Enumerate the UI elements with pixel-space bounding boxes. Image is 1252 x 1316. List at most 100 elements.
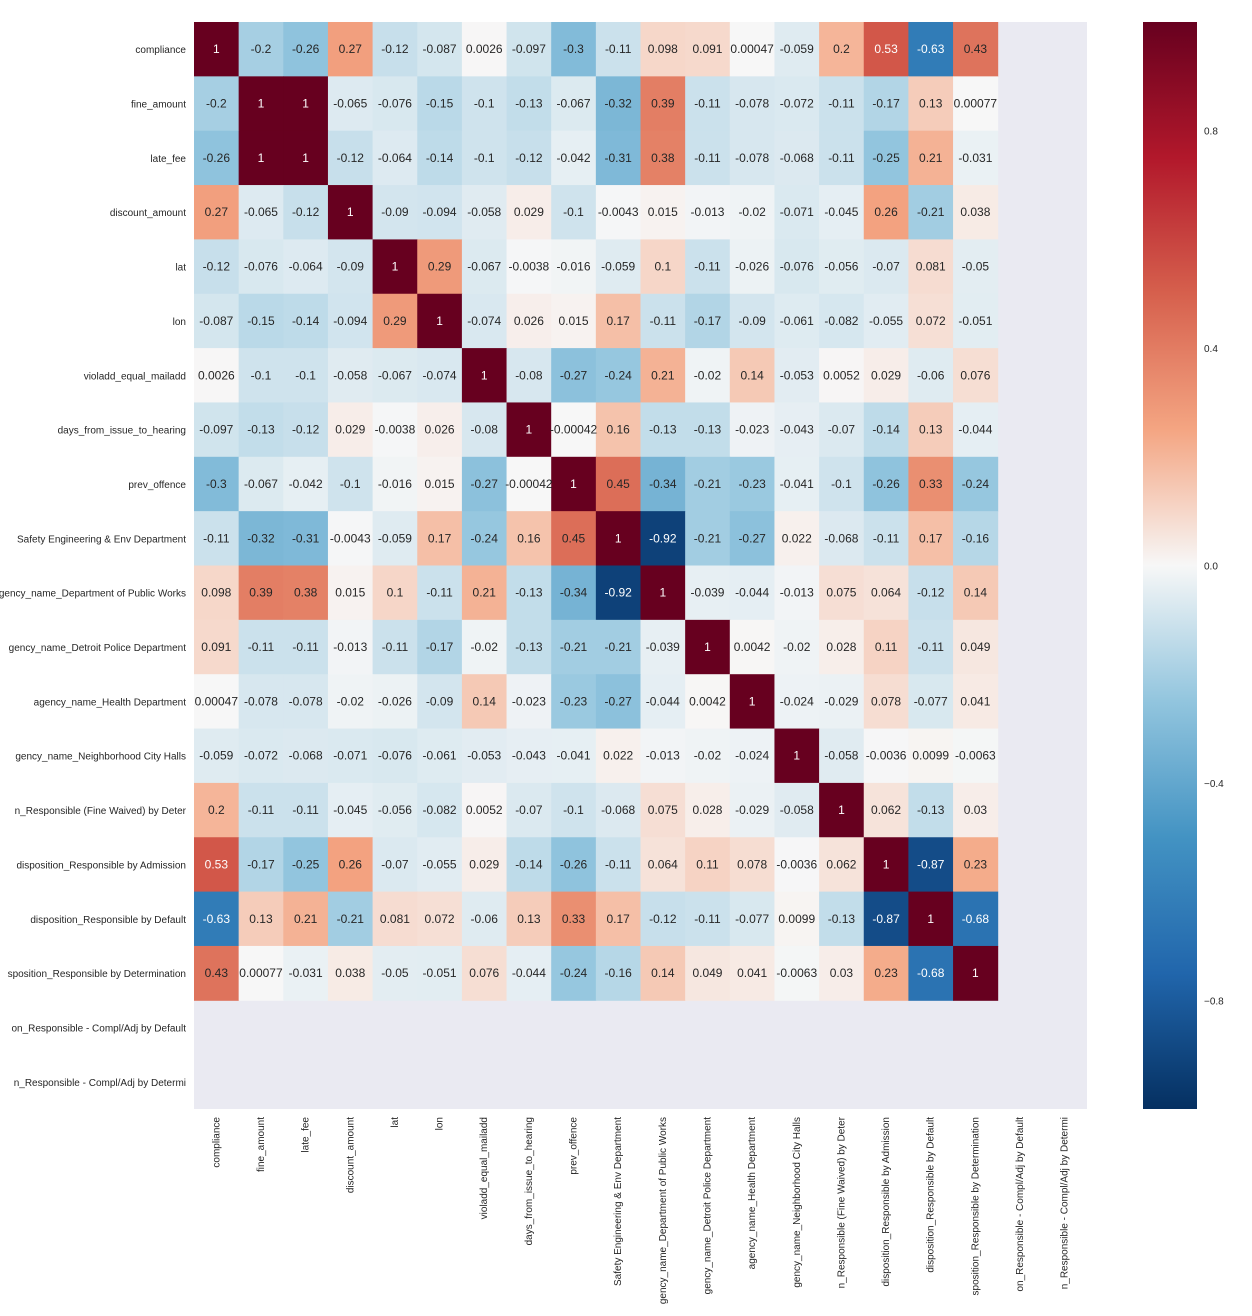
cell-value-label: 0.091: [692, 42, 722, 56]
heatmap-cell: [283, 674, 329, 730]
heatmap-cell: [194, 130, 240, 186]
heatmap-cell: [819, 728, 865, 784]
heatmap-cell: [953, 348, 999, 403]
heatmap-cell: [819, 130, 865, 186]
heatmap-cell: [551, 130, 597, 186]
heatmap-cell: [194, 837, 240, 893]
heatmap-cell: [551, 402, 597, 458]
cell-value-label: -0.058: [824, 749, 858, 763]
x-tick-label: prev_offence: [569, 1117, 580, 1175]
heatmap-cell: [863, 674, 909, 730]
x-tick-label: violadd_equal_mailadd: [479, 1117, 490, 1219]
cell-value-label: -0.043: [512, 749, 546, 763]
cell-value-label: 0.049: [692, 966, 722, 980]
cell-value-label: 0.11: [696, 857, 719, 871]
heatmap-cell: [283, 945, 329, 1001]
cell-value-label: 1: [258, 151, 265, 165]
heatmap-cell: [372, 674, 418, 730]
heatmap-cell: [461, 728, 508, 784]
cell-value-label: 0.43: [964, 42, 988, 56]
heatmap-cell: [506, 402, 552, 458]
heatmap-cell: [194, 891, 240, 947]
heatmap-cell: [595, 728, 641, 784]
cell-value-label: 0.27: [205, 205, 229, 219]
heatmap-cell: [685, 565, 731, 621]
cell-value-label: -0.87: [872, 912, 900, 926]
cell-value-label: -0.031: [289, 966, 323, 980]
heatmap-cell: [908, 348, 954, 403]
heatmap-cell: [327, 782, 374, 838]
x-tick-label: gency_name_Neighborhood City Halls: [792, 1117, 803, 1288]
cell-value-label: 0.072: [916, 314, 946, 328]
heatmap-cell: [729, 728, 775, 784]
cell-value-label: 0.29: [428, 260, 452, 274]
cell-value-label: 1: [793, 749, 800, 763]
cell-value-label: 0.075: [826, 586, 856, 600]
heatmap-cell: [774, 348, 820, 403]
cell-value-label: 0.022: [782, 531, 812, 545]
cell-value-label: 0.038: [335, 966, 365, 980]
y-tick-label: prev_offence: [128, 480, 186, 491]
cell-value-label: -0.11: [292, 803, 319, 817]
cell-value-label: -0.32: [247, 531, 275, 545]
cell-value-label: 0.21: [919, 151, 943, 165]
heatmap-cell: [417, 22, 463, 77]
heatmap-cell: [685, 239, 731, 295]
cell-value-label: 0.17: [919, 531, 943, 545]
cell-value-label: -0.02: [694, 749, 722, 763]
heatmap-cell: [551, 239, 597, 295]
heatmap-cell: [551, 76, 597, 132]
heatmap-cell: [819, 619, 865, 675]
heatmap-cell: [506, 782, 552, 838]
cell-value-label: -0.07: [381, 857, 409, 871]
heatmap-cell: [238, 130, 284, 186]
cell-value-label: -0.21: [604, 640, 632, 654]
heatmap-cell: [863, 239, 909, 295]
cell-value-label: -0.11: [248, 640, 275, 654]
cell-value-label: -0.082: [824, 314, 858, 328]
x-tick-label: late_fee: [301, 1117, 312, 1153]
cell-value-label: 0.091: [201, 640, 231, 654]
cell-value-label: -0.12: [292, 423, 320, 437]
cell-value-label: -0.1: [295, 368, 316, 382]
heatmap-cell: [729, 674, 775, 730]
cell-value-label: -0.15: [426, 97, 454, 111]
cell-value-label: -0.00042: [550, 423, 598, 437]
heatmap-cell: [685, 511, 731, 566]
cell-value-label: -0.11: [292, 640, 319, 654]
cell-value-label: 0.022: [603, 749, 633, 763]
heatmap-cell: [283, 239, 329, 295]
heatmap-cell: [819, 782, 865, 838]
heatmap-cell: [595, 674, 641, 730]
heatmap-cell: [685, 185, 731, 240]
cell-value-label: 0.015: [335, 586, 365, 600]
heatmap-cell: [595, 945, 641, 1001]
x-tick-label: on_Responsible - Compl/Adj by Default: [1015, 1117, 1026, 1292]
heatmap-cell: [551, 185, 597, 240]
cell-value-label: 1: [615, 531, 622, 545]
cell-value-label: -0.14: [292, 314, 320, 328]
heatmap-cell: [729, 185, 775, 240]
heatmap-cell: [327, 402, 374, 458]
cell-value-label: -0.064: [378, 151, 412, 165]
cell-value-label: -0.17: [247, 857, 275, 871]
cell-value-label: -0.26: [203, 151, 231, 165]
cell-value-label: -0.27: [471, 477, 499, 491]
cell-value-label: 0.33: [562, 912, 586, 926]
heatmap-cell: [595, 239, 641, 295]
heatmap-cell: [863, 185, 909, 240]
heatmap-cell: [863, 130, 909, 186]
heatmap-cell: [953, 456, 999, 512]
cell-value-label: -0.042: [289, 477, 323, 491]
cell-value-label: 0.0026: [198, 368, 235, 382]
heatmap-cell: [953, 945, 999, 1001]
cell-value-label: 0.062: [826, 857, 856, 871]
cell-value-label: 0.041: [737, 966, 767, 980]
heatmap-cell: [283, 402, 329, 458]
cell-value-label: -0.11: [828, 151, 855, 165]
heatmap-cell: [461, 456, 508, 512]
cell-value-label: -0.026: [735, 260, 769, 274]
cell-value-label: -0.087: [423, 42, 457, 56]
heatmap-cell: [417, 293, 463, 349]
heatmap-cell: [327, 891, 374, 947]
